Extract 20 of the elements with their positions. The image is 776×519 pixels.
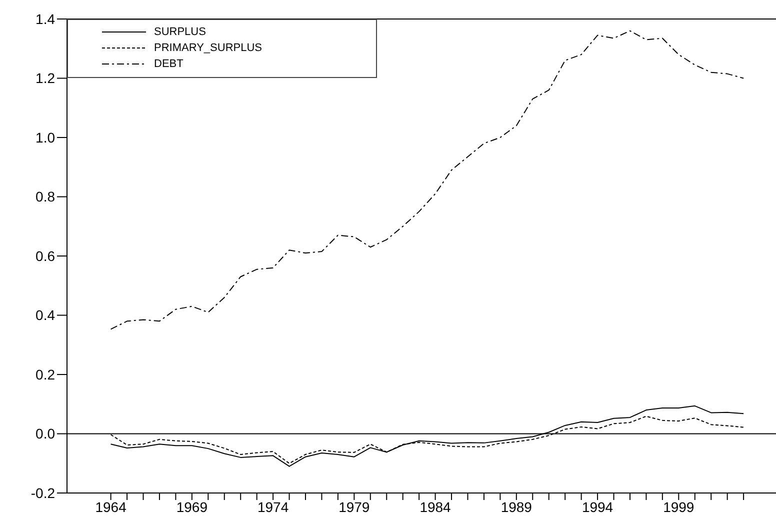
y-tick-label: -0.2 — [30, 484, 56, 501]
y-tick-label: 0.4 — [36, 307, 56, 324]
y-tick-label: 0.8 — [36, 188, 56, 205]
x-tick-label: 1999 — [663, 498, 694, 515]
x-tick-label: 1984 — [420, 498, 452, 515]
legend-label: PRIMARY_SURPLUS — [154, 42, 262, 54]
x-tick-label: 1974 — [257, 498, 289, 515]
y-tick-label: 1.4 — [36, 10, 56, 27]
y-tick-label: 0.6 — [36, 248, 56, 264]
x-tick-label: 1979 — [338, 498, 370, 515]
y-tick-label: 1.2 — [36, 70, 56, 86]
legend-label: DEBT — [154, 58, 184, 70]
y-tick-label: 0.2 — [36, 366, 56, 382]
legend-label: SURPLUS — [154, 26, 206, 38]
y-tick-label: 1.0 — [36, 129, 56, 146]
x-tick-label: 1989 — [500, 498, 532, 515]
x-tick-label: 1969 — [176, 498, 208, 515]
x-tick-label: 1964 — [95, 498, 127, 515]
x-tick-label: 1994 — [582, 498, 614, 515]
y-tick-label: 0.0 — [36, 426, 56, 442]
